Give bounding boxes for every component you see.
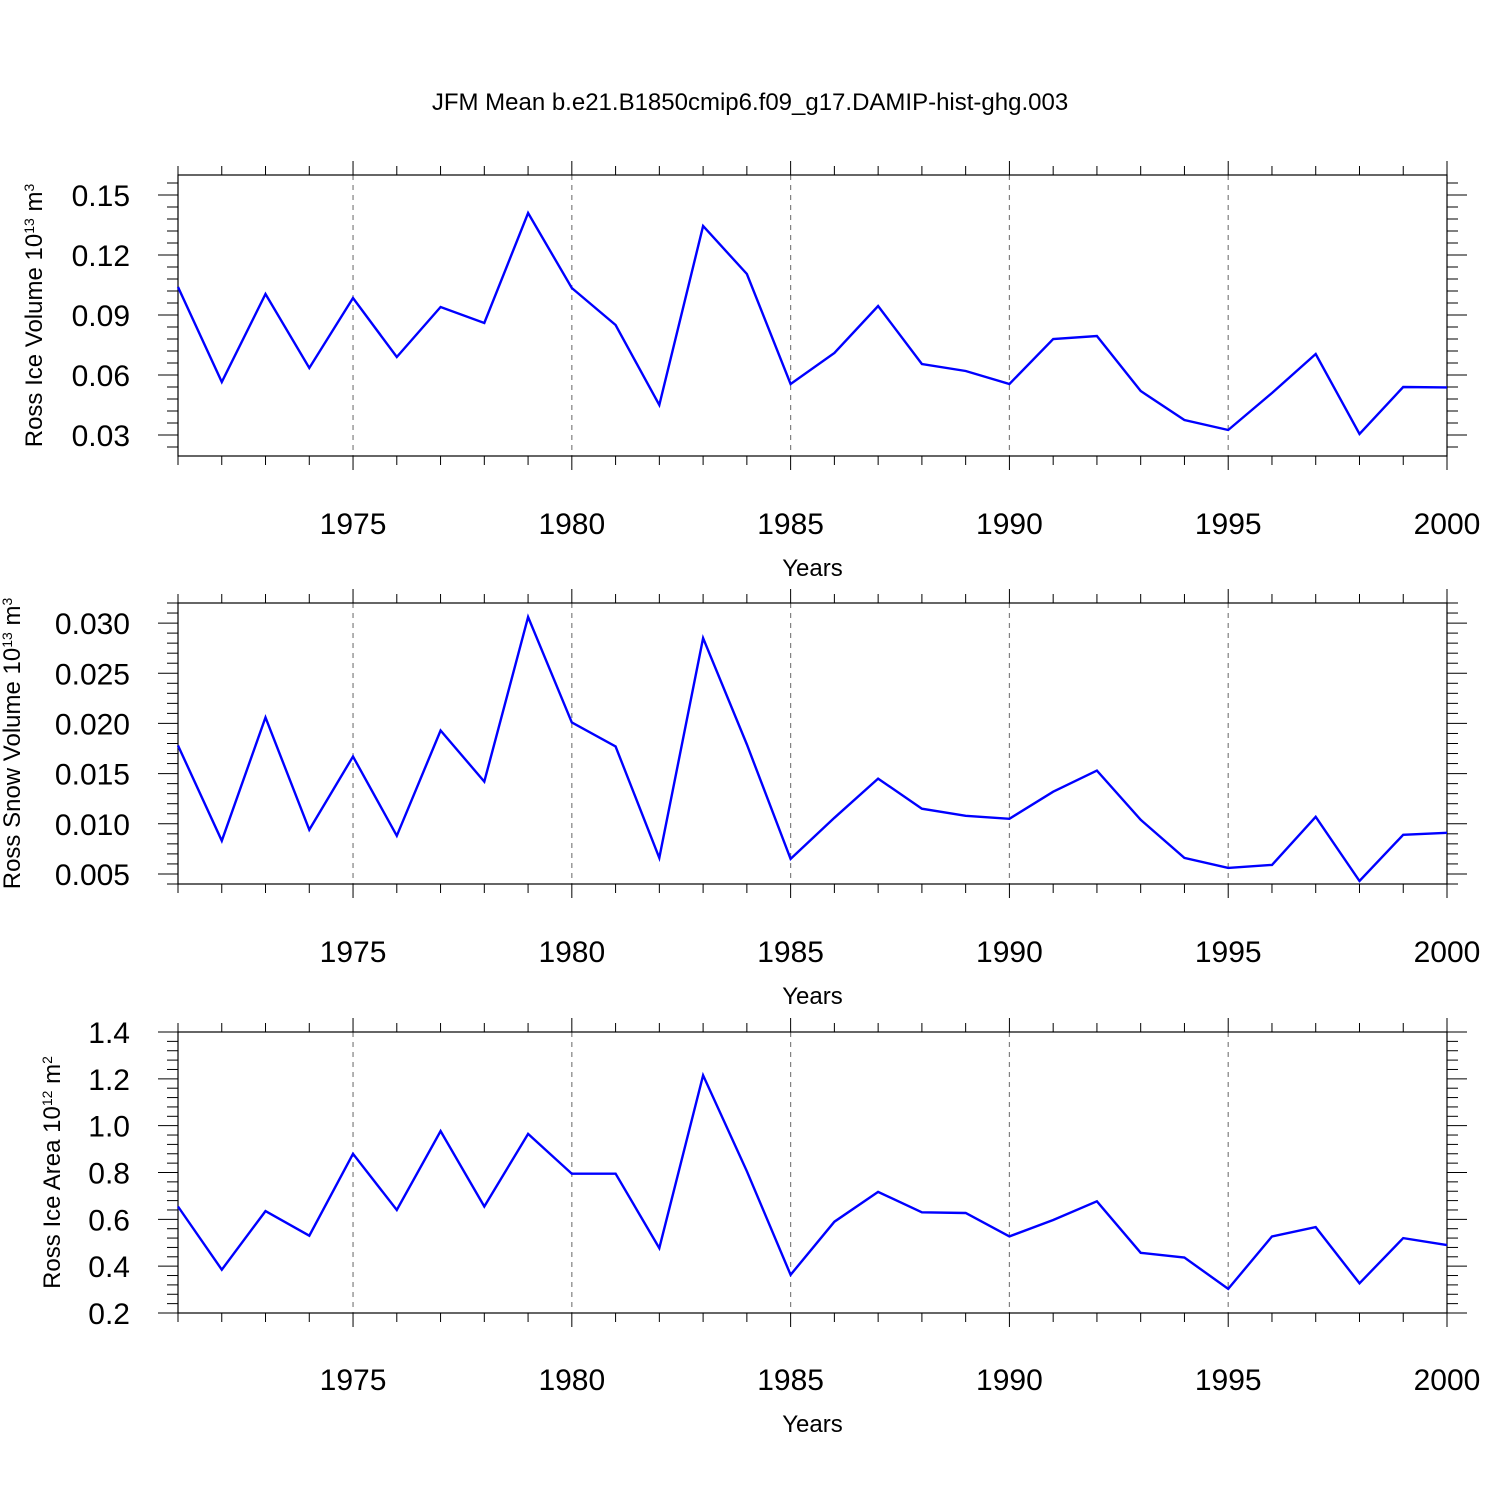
y-tick-label: 0.09 (72, 300, 130, 333)
y-tick-label: 0.03 (72, 420, 130, 453)
plot-frame (177, 602, 1448, 885)
y-tick-label: 0.2 (88, 1298, 130, 1331)
series-line (177, 1071, 1448, 1291)
y-tick-label: 0.4 (88, 1251, 130, 1284)
x-tick-label: 1980 (538, 936, 605, 969)
x-tick-label: 2000 (1414, 508, 1481, 541)
plot-frame (177, 174, 1448, 457)
x-tick-label: 1980 (538, 1364, 605, 1397)
y-tick-label: 0.020 (55, 708, 130, 741)
figure-title: JFM Mean b.e21.B1850cmip6.f09_g17.DAMIP-… (432, 89, 1068, 116)
panel-3: 0.2 0.4 0.6 0.8 1.0 1.2 1.4 1975 1980 1985 1990 199… (39, 1017, 1480, 1438)
x-tick-label: 1980 (538, 508, 605, 541)
panel-2: 0.005 0.010 0.015 0.020 0.025 0.030 1975 1980 19… (0, 589, 1480, 1010)
x-axis-label: Years (782, 983, 843, 1010)
y-tick-label: 0.15 (72, 180, 130, 213)
x-tick-label: 2000 (1414, 936, 1481, 969)
y-tick-label: 1.4 (88, 1017, 130, 1050)
y-tick-label: 0.005 (55, 859, 130, 892)
y-tick-label: 0.12 (72, 240, 130, 273)
x-tick-label: 1985 (757, 936, 824, 969)
x-tick-label: 1975 (320, 936, 387, 969)
x-tick-label: 1990 (976, 936, 1043, 969)
y-tick-label: 0.025 (55, 658, 130, 691)
x-tick-label: 1990 (976, 1364, 1043, 1397)
y-tick-label: 0.010 (55, 809, 130, 842)
x-tick-label: 1985 (757, 1364, 824, 1397)
x-tick-label: 1975 (320, 1364, 387, 1397)
y-axis-label: Ross Ice Area 1012 m2 (39, 1056, 66, 1289)
x-tick-label: 1990 (976, 508, 1043, 541)
x-tick-label: 2000 (1414, 1364, 1481, 1397)
y-tick-label: 1.2 (88, 1064, 130, 1097)
x-tick-label: 1995 (1195, 1364, 1262, 1397)
y-tick-label: 0.8 (88, 1158, 130, 1191)
series-line (176, 613, 1448, 883)
y-tick-label: 0.6 (88, 1204, 130, 1237)
x-tick-label: 1995 (1195, 936, 1262, 969)
panels: 0.03 0.06 0.09 0.12 0.15 1975 1980 1985 1990 1995… (0, 161, 1480, 1438)
series-line (176, 210, 1448, 437)
x-tick-label: 1975 (320, 508, 387, 541)
y-tick-label: 0.030 (55, 608, 130, 641)
x-tick-label: 1995 (1195, 508, 1262, 541)
x-axis-label: Years (782, 555, 843, 582)
plot-frame (177, 1031, 1448, 1314)
y-tick-label: 1.0 (88, 1111, 130, 1144)
x-axis-label: Years (782, 1411, 843, 1438)
panel-1: 0.03 0.06 0.09 0.12 0.15 1975 1980 1985 1990 1995… (21, 161, 1480, 582)
x-tick-label: 1985 (757, 508, 824, 541)
y-tick-label: 0.06 (72, 360, 130, 393)
y-axis-label: Ross Snow Volume 1013 m3 (0, 598, 26, 890)
y-axis-label: Ross Ice Volume 1013 m3 (21, 184, 48, 448)
y-tick-label: 0.015 (55, 759, 130, 792)
